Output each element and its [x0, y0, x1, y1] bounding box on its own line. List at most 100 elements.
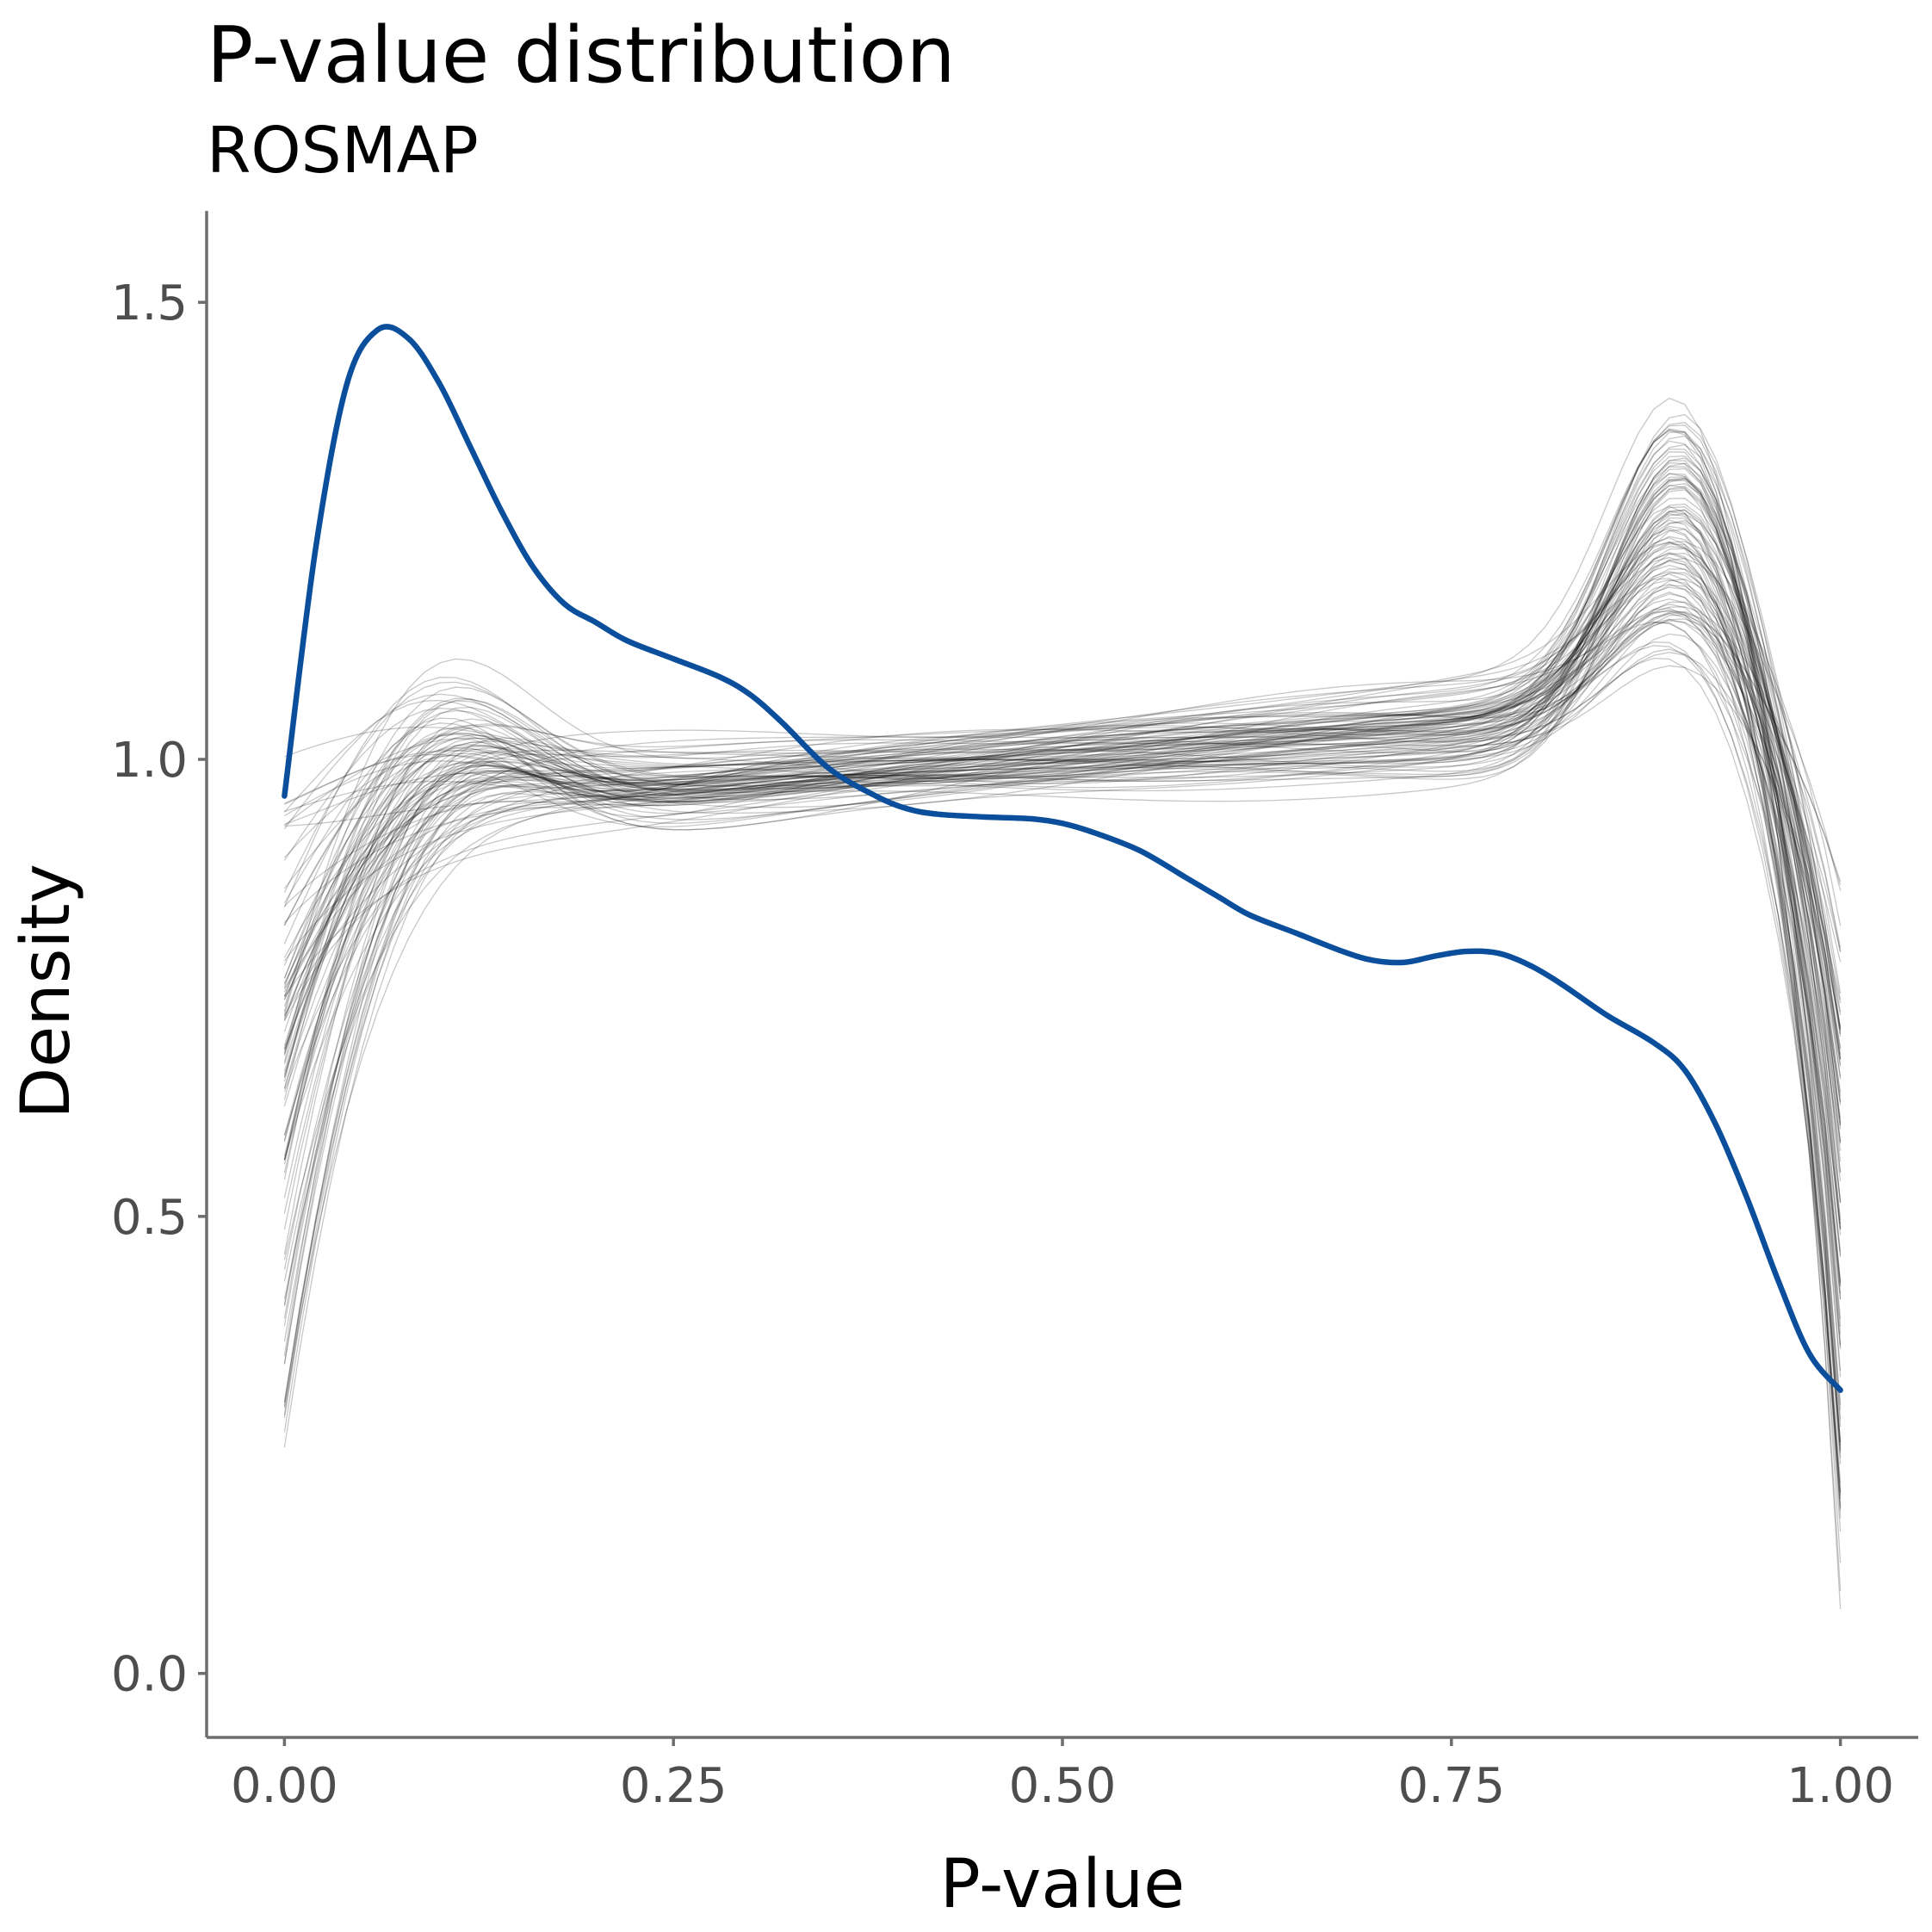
null-density-curve [283, 537, 1842, 1519]
null-density-curve [283, 525, 1842, 1282]
null-density-curve [283, 601, 1842, 1059]
null-density-curve [283, 604, 1842, 1286]
null-density-curve [283, 542, 1842, 1403]
null-density-curve [283, 573, 1842, 1493]
null-density-curve [283, 477, 1842, 1255]
null-density-curve [283, 541, 1842, 1409]
null-density-curve [284, 665, 1842, 1004]
null-density-curve [283, 397, 1842, 1609]
null-density-curve [283, 552, 1842, 1458]
null-density-curve [283, 428, 1842, 1410]
null-density-curve [283, 422, 1842, 1433]
null-density-curve [283, 510, 1842, 1130]
x-tick-label: 0.25 [620, 1758, 728, 1814]
null-density-curve [283, 462, 1842, 1142]
null-density-curve [283, 586, 1842, 1105]
null-density-curve [283, 610, 1842, 1319]
null-density-curve [283, 652, 1842, 1055]
null-density-curve [283, 614, 1842, 1046]
null-density-curve [283, 560, 1842, 1294]
null-density-curve [283, 618, 1842, 1229]
y-tick-label: 1.5 [111, 276, 188, 331]
null-density-curve [283, 455, 1842, 1306]
null-density-curve [283, 552, 1842, 1035]
null-density-curve [283, 543, 1842, 1161]
x-tick-label: 0.00 [231, 1758, 338, 1814]
null-density-curve [283, 485, 1842, 1442]
null-density-curve [283, 548, 1842, 1077]
null-density-curve [283, 477, 1842, 1182]
null-density-curve [283, 568, 1842, 1012]
null-density-curve [284, 519, 1842, 1016]
null-density-curve [283, 476, 1842, 1229]
null-density-curve [283, 542, 1842, 1511]
null-density-curve [283, 556, 1842, 1407]
null-density-curve [284, 622, 1842, 1492]
null-density-curve [283, 440, 1842, 1453]
x-tick-label: 0.50 [1009, 1758, 1117, 1814]
null-density-curve [283, 473, 1842, 1427]
y-axis-title: Density [8, 864, 85, 1119]
null-density-curve [283, 593, 1842, 1350]
null-density-curve [283, 579, 1842, 1082]
null-density-curve [283, 611, 1842, 1000]
x-axis-ticks: 0.00 0.25 0.50 0.75 1.00 [231, 1737, 1894, 1814]
null-density-curve [283, 606, 1842, 1214]
null-density-curve [283, 478, 1842, 1068]
null-density-curve [283, 448, 1842, 1224]
null-density-curve [283, 517, 1842, 1287]
null-density-curve [283, 536, 1842, 1284]
null-density-curve [283, 483, 1842, 1365]
y-axis-ticks: 0.0 0.5 1.0 1.5 [111, 276, 207, 1703]
null-density-curve [283, 618, 1842, 1230]
null-density-curve [283, 473, 1842, 1300]
null-density-curve [284, 529, 1842, 1143]
y-tick-label: 1.0 [111, 733, 188, 789]
null-density-curve [283, 557, 1842, 1403]
null-density-curve [283, 583, 1842, 1421]
null-density-curve [283, 511, 1842, 1300]
x-tick-label: 1.00 [1786, 1758, 1894, 1814]
y-tick-label: 0.5 [111, 1190, 188, 1246]
null-density-curve [283, 506, 1842, 1165]
observed-density-curve [282, 324, 1843, 1393]
null-density-curve [283, 613, 1842, 1230]
null-density-curve [283, 621, 1842, 1443]
null-density-curve [283, 633, 1842, 1151]
null-density-curve [283, 430, 1842, 1564]
null-density-curve [283, 559, 1842, 1483]
null-density-curve [283, 529, 1842, 1509]
null-density-curve [284, 620, 1842, 1078]
null-density-curve [283, 610, 1842, 1162]
null-density-curve [283, 480, 1842, 1257]
null-density-curve [283, 553, 1842, 1450]
null-density-curve [283, 585, 1842, 1118]
null-density-curve [283, 424, 1842, 1419]
null-density-curve [283, 413, 1842, 1299]
null-density-curves [283, 397, 1842, 1609]
null-density-curve [284, 591, 1842, 1533]
null-density-curve [283, 505, 1842, 1592]
null-density-curve [283, 468, 1842, 1173]
null-density-curve [283, 461, 1842, 1320]
null-density-curve [283, 528, 1842, 1464]
null-density-curve [283, 607, 1842, 1405]
null-density-curve [283, 443, 1842, 1126]
null-density-curve [283, 498, 1842, 1260]
null-density-curve [283, 435, 1842, 1282]
null-density-curve [283, 519, 1842, 1499]
null-density-curve [283, 509, 1842, 1124]
null-density-curve [283, 641, 1842, 1507]
null-density-curve [284, 564, 1842, 1334]
null-density-curve [283, 522, 1842, 1161]
null-density-curve [283, 598, 1842, 1204]
y-tick-label: 0.0 [111, 1647, 188, 1703]
null-density-curve [283, 657, 1842, 1496]
null-density-curve [283, 578, 1842, 1378]
null-density-curve [283, 571, 1842, 1235]
null-density-curve [283, 503, 1842, 1305]
null-density-curve [283, 489, 1842, 1144]
null-density-curve [283, 579, 1842, 1203]
x-axis-title: P-value [940, 1846, 1185, 1923]
